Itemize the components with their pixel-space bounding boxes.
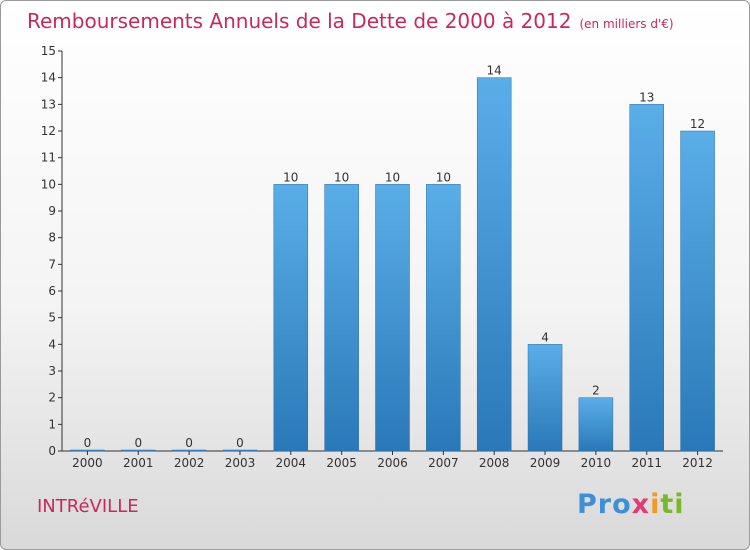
x-tick-label: 2001 (123, 456, 154, 470)
x-tick-label: 2005 (326, 456, 357, 470)
data-label: 10 (283, 170, 298, 184)
y-tick-label: 2 (48, 391, 56, 405)
bar (680, 130, 715, 452)
y-tick-label: 14 (41, 71, 56, 85)
data-label: 4 (541, 330, 549, 344)
x-tick-label: 2000 (72, 456, 103, 470)
y-tick-label: 6 (48, 284, 56, 298)
chart-title: Remboursements Annuels de la Dette de 20… (27, 9, 674, 33)
x-tick-label: 2003 (225, 456, 256, 470)
data-label: 2 (592, 384, 600, 398)
x-tick-label: 2004 (276, 456, 307, 470)
x-tick-label: 2008 (479, 456, 510, 470)
x-tick-label: 2007 (428, 456, 459, 470)
x-tick-label: 2002 (174, 456, 205, 470)
bar (171, 449, 207, 452)
title-text: Remboursements Annuels de la Dette de 20… (27, 9, 572, 33)
y-tick-label: 3 (48, 364, 56, 378)
x-tick-label: 2012 (682, 456, 713, 470)
y-tick-label: 8 (48, 231, 56, 245)
y-tick-label: 1 (48, 417, 56, 431)
data-label: 10 (436, 170, 451, 184)
bar (324, 184, 359, 452)
y-tick-label: 10 (41, 177, 56, 191)
logo-part-3: i (650, 489, 661, 520)
bar (476, 77, 512, 452)
y-tick-label: 4 (48, 337, 56, 351)
data-label: 0 (185, 436, 193, 450)
bar (629, 104, 664, 452)
bar (426, 184, 461, 452)
bar (527, 344, 563, 452)
y-tick-label: 9 (48, 204, 56, 218)
proxiti-logo: Proxiti (577, 489, 685, 520)
data-label: 0 (134, 436, 142, 450)
y-tick-label: 15 (41, 44, 56, 58)
data-label: 10 (334, 170, 349, 184)
y-tick-label: 12 (41, 124, 56, 138)
bar (375, 184, 410, 452)
data-label: 12 (690, 117, 705, 131)
y-tick-label: 11 (41, 151, 56, 165)
x-tick-label: 2011 (631, 456, 662, 470)
y-tick-label: 13 (41, 97, 56, 111)
y-tick-label: 0 (48, 444, 56, 458)
bar (273, 184, 309, 452)
data-label: 13 (639, 90, 654, 104)
logo-part-1: Pro (577, 489, 632, 520)
y-tick-label: 5 (48, 311, 56, 325)
x-tick-label: 2006 (377, 456, 408, 470)
x-tick-label: 2010 (581, 456, 612, 470)
logo-part-4: ti (660, 489, 685, 520)
commune-name: INTRéVILLE (37, 496, 139, 517)
data-label: 0 (84, 436, 92, 450)
data-label: 14 (487, 64, 502, 78)
bar (121, 449, 156, 452)
bar (222, 449, 258, 452)
x-tick-label: 2009 (530, 456, 561, 470)
data-label: 0 (236, 436, 244, 450)
y-tick-label: 7 (48, 257, 56, 271)
bar (70, 449, 105, 452)
data-label: 10 (385, 170, 400, 184)
bar (578, 397, 614, 452)
chart-subtitle: (en milliers d'€) (579, 17, 674, 31)
logo-part-2: x (631, 489, 651, 520)
